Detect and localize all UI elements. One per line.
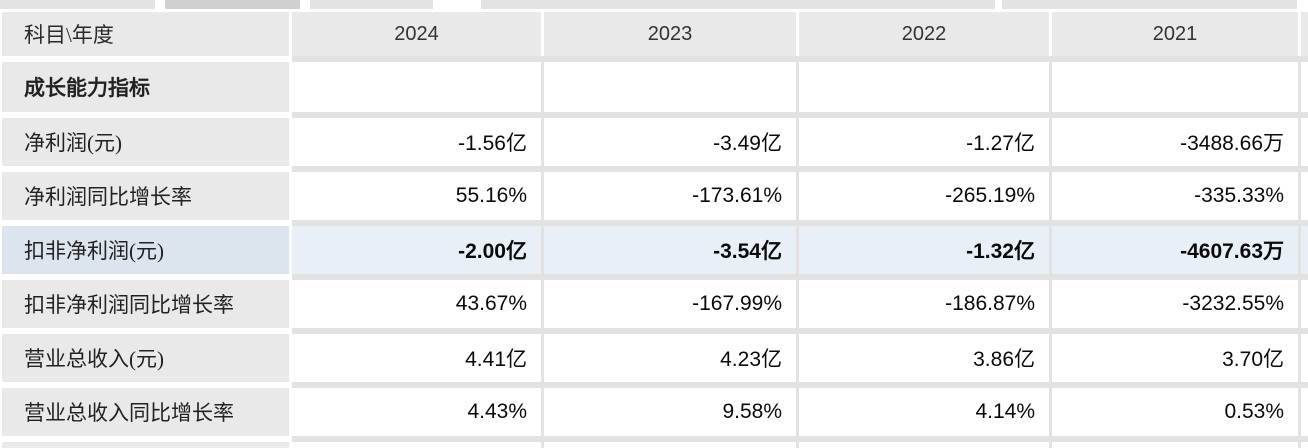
- tab-fragment-1[interactable]: [0, 0, 155, 9]
- tab-fragment-4[interactable]: [481, 0, 995, 9]
- tab-fragment-5[interactable]: [1002, 0, 1297, 9]
- value-cell: 3.70亿: [1052, 334, 1298, 382]
- year-header-2024: 2024: [292, 12, 541, 56]
- row-sliver-cell: [1301, 118, 1308, 166]
- value-cell: -3232.55%: [1052, 280, 1298, 328]
- value-cell: [1052, 62, 1298, 112]
- financial-table: 科目\年度 2024 2023 2022 2021 成长能力指标 净利润(元) …: [0, 12, 1308, 448]
- value-cell: 4.43%: [292, 388, 541, 436]
- table-row[interactable]: 净利润同比增长率 55.16% -173.61% -265.19% -335.3…: [0, 172, 1308, 220]
- value-cell: 4.41亿: [292, 334, 541, 382]
- year-header-2023: 2023: [544, 12, 796, 56]
- row-label-cell: 净利润同比增长率: [2, 172, 289, 220]
- table-row[interactable]: 扣非净利润同比增长率 43.67% -167.99% -186.87% -323…: [0, 280, 1308, 328]
- table-row[interactable]: 营业总收入同比增长率 4.43% 9.58% 4.14% 0.53%: [0, 388, 1308, 436]
- value-cell: -3.54亿: [544, 226, 796, 274]
- tab-fragment-2-active[interactable]: [165, 0, 300, 9]
- partial-table-row[interactable]: [0, 442, 1308, 448]
- value-cell: [544, 442, 796, 448]
- row-label-cell: 扣非净利润(元): [2, 226, 289, 274]
- tab-fragment-3[interactable]: [310, 0, 433, 9]
- value-cell: [292, 442, 541, 448]
- table-body: 成长能力指标 净利润(元) -1.56亿 -3.49亿 -1.27亿 -3488…: [0, 62, 1308, 436]
- header-sliver-cell: [1301, 12, 1308, 56]
- row-sliver-cell: [1301, 334, 1308, 382]
- value-cell: -186.87%: [799, 280, 1049, 328]
- value-cell: [1052, 442, 1298, 448]
- value-cell: [544, 62, 796, 112]
- corner-header-cell: 科目\年度: [2, 12, 289, 56]
- row-label-cell: 净利润(元): [2, 118, 289, 166]
- value-cell: 0.53%: [1052, 388, 1298, 436]
- value-cell: [799, 442, 1049, 448]
- value-cell: 3.86亿: [799, 334, 1049, 382]
- value-cell: -3.49亿: [544, 118, 796, 166]
- row-sliver-cell: [1301, 388, 1308, 436]
- value-cell: 4.23亿: [544, 334, 796, 382]
- value-cell: [292, 62, 541, 112]
- row-sliver-cell: [1301, 442, 1308, 448]
- row-label-cell: 营业总收入(元): [2, 334, 289, 382]
- row-sliver-cell: [1301, 62, 1308, 112]
- row-label-cell: 营业总收入同比增长率: [2, 388, 289, 436]
- year-header-2021: 2021: [1052, 12, 1298, 56]
- row-sliver-cell: [1301, 280, 1308, 328]
- value-cell: -265.19%: [799, 172, 1049, 220]
- value-cell: -1.56亿: [292, 118, 541, 166]
- table-row[interactable]: 净利润(元) -1.56亿 -3.49亿 -1.27亿 -3488.66万: [0, 118, 1308, 166]
- row-sliver-cell: [1301, 226, 1308, 274]
- row-label-cell: 成长能力指标: [2, 62, 289, 112]
- value-cell: -4607.63万: [1052, 226, 1298, 274]
- value-cell: -3488.66万: [1052, 118, 1298, 166]
- value-cell: -2.00亿: [292, 226, 541, 274]
- value-cell: -173.61%: [544, 172, 796, 220]
- row-sliver-cell: [1301, 172, 1308, 220]
- value-cell: 4.14%: [799, 388, 1049, 436]
- year-header-2022: 2022: [799, 12, 1049, 56]
- value-cell: -335.33%: [1052, 172, 1298, 220]
- row-label-cell: [2, 442, 289, 448]
- value-cell: -167.99%: [544, 280, 796, 328]
- value-cell: 9.58%: [544, 388, 796, 436]
- table-row[interactable]: 成长能力指标: [0, 62, 1308, 112]
- tab-strip: [0, 0, 1308, 9]
- row-label-cell: 扣非净利润同比增长率: [2, 280, 289, 328]
- table-header-row: 科目\年度 2024 2023 2022 2021: [0, 12, 1308, 56]
- table-row[interactable]: 营业总收入(元) 4.41亿 4.23亿 3.86亿 3.70亿: [0, 334, 1308, 382]
- value-cell: [799, 62, 1049, 112]
- value-cell: 55.16%: [292, 172, 541, 220]
- value-cell: -1.27亿: [799, 118, 1049, 166]
- value-cell: 43.67%: [292, 280, 541, 328]
- table-row[interactable]: 扣非净利润(元) -2.00亿 -3.54亿 -1.32亿 -4607.63万: [0, 226, 1308, 274]
- value-cell: -1.32亿: [799, 226, 1049, 274]
